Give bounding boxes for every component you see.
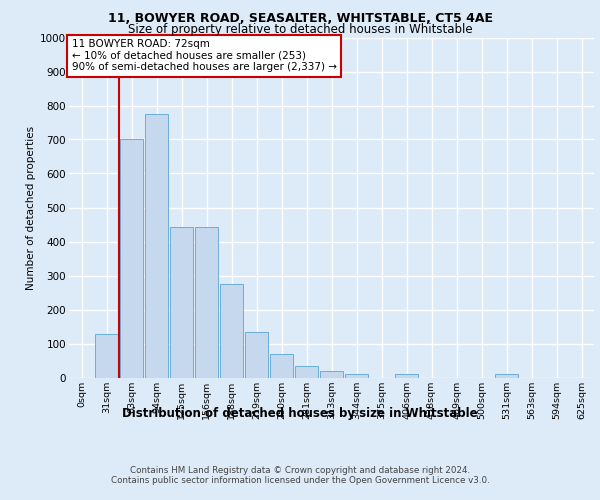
Bar [295,366,318,378]
Bar [345,374,368,378]
Bar [95,334,118,378]
Y-axis label: Number of detached properties: Number of detached properties [26,126,36,290]
Bar [245,332,268,378]
Bar [270,354,293,378]
Bar [220,284,243,378]
Bar [495,374,518,378]
Text: 11 BOWYER ROAD: 72sqm
← 10% of detached houses are smaller (253)
90% of semi-det: 11 BOWYER ROAD: 72sqm ← 10% of detached … [71,39,337,72]
Bar [120,140,143,378]
Text: Distribution of detached houses by size in Whitstable: Distribution of detached houses by size … [122,408,478,420]
Bar [170,227,193,378]
Text: 11, BOWYER ROAD, SEASALTER, WHITSTABLE, CT5 4AE: 11, BOWYER ROAD, SEASALTER, WHITSTABLE, … [107,12,493,26]
Bar [195,227,218,378]
Bar [145,114,168,378]
Text: Contains HM Land Registry data © Crown copyright and database right 2024.: Contains HM Land Registry data © Crown c… [130,466,470,475]
Bar [320,370,343,378]
Text: Size of property relative to detached houses in Whitstable: Size of property relative to detached ho… [128,22,472,36]
Bar [395,374,418,378]
Text: Contains public sector information licensed under the Open Government Licence v3: Contains public sector information licen… [110,476,490,485]
